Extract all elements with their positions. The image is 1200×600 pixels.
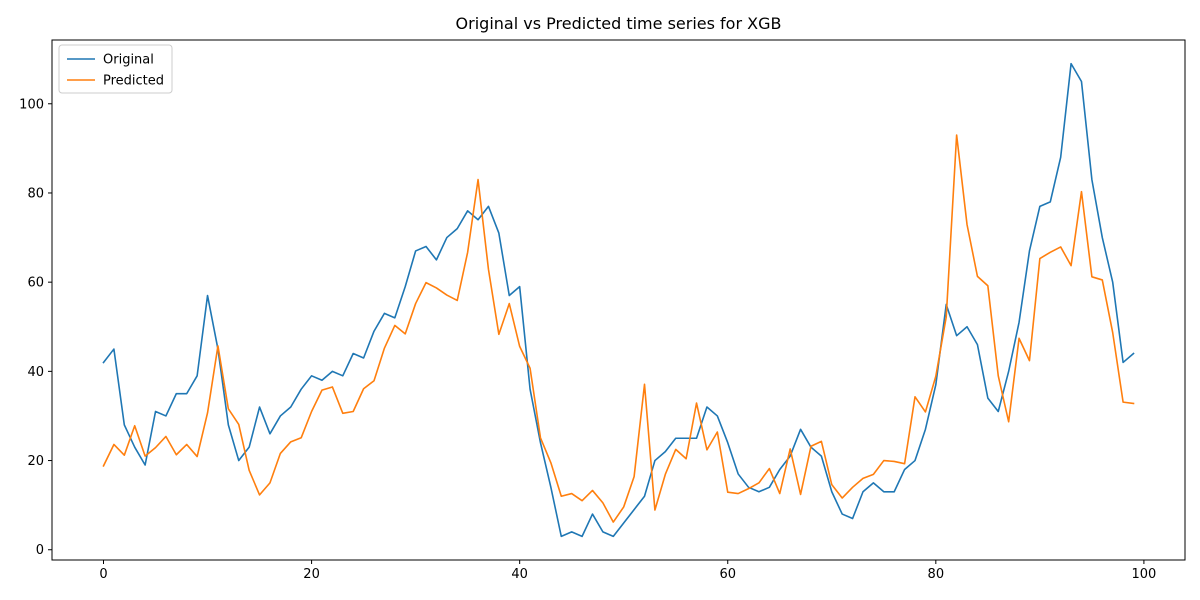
plot-area xyxy=(102,62,1135,538)
y-tick-label: 100 xyxy=(19,97,44,112)
x-tick-label: 0 xyxy=(99,567,107,582)
y-tick-label: 20 xyxy=(27,454,44,469)
x-tick-label: 40 xyxy=(511,567,528,582)
x-tick-label: 60 xyxy=(719,567,736,582)
legend-box xyxy=(58,44,173,94)
series-line-predicted xyxy=(102,134,1135,523)
x-tick-label: 100 xyxy=(1131,567,1156,582)
y-tick-label: 80 xyxy=(27,186,44,201)
legend-label-predicted: Predicted xyxy=(103,74,164,89)
axes: 0 20 40 60 80 100 0 20 40 60 80 100 xyxy=(19,39,1186,582)
legend-label-original: Original xyxy=(103,53,154,68)
legend: Original Predicted xyxy=(58,44,173,94)
y-tick-label: 40 xyxy=(27,365,44,380)
x-tick-label: 20 xyxy=(303,567,320,582)
y-tick-label: 0 xyxy=(36,543,44,558)
y-tick-label: 60 xyxy=(27,276,44,291)
x-tick-label: 80 xyxy=(928,567,945,582)
chart-title: Original vs Predicted time series for XG… xyxy=(456,14,782,33)
plot-frame xyxy=(51,39,1186,561)
series-line-original xyxy=(102,62,1135,538)
